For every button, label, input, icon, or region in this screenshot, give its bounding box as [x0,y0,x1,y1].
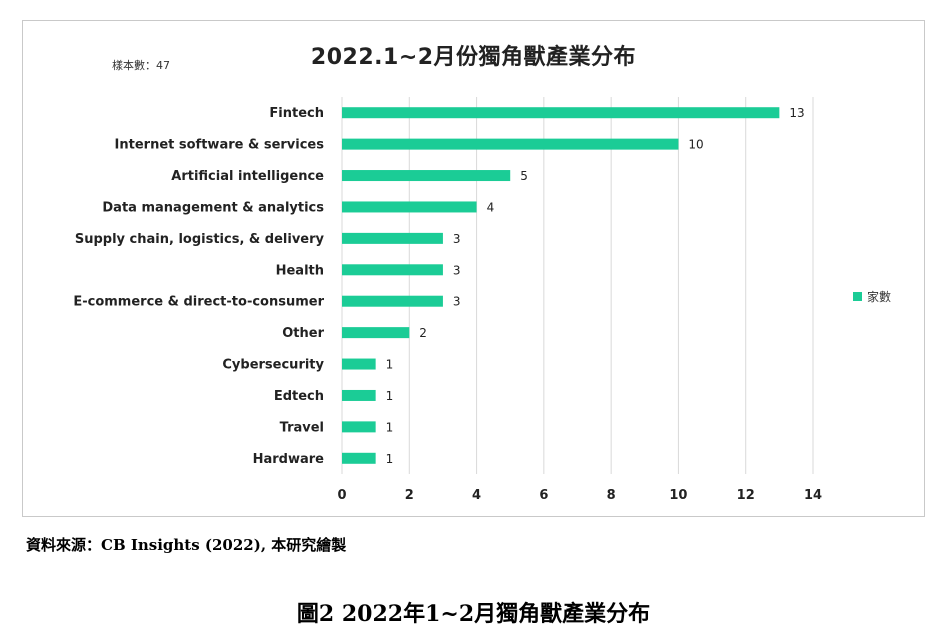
legend-swatch [853,292,862,301]
bar-2 [342,170,511,182]
value-label-10: 1 [386,420,394,434]
bar-1 [342,138,679,150]
category-label-7: Other [282,326,324,341]
category-label-11: Hardware [253,452,325,467]
x-tick-label-3: 6 [539,488,548,503]
value-label-7: 2 [419,326,427,340]
bar-5 [342,264,443,276]
bar-0 [342,107,780,119]
bar-8 [342,358,376,370]
legend: 家數 [853,288,891,305]
x-tick-label-1: 2 [405,488,414,503]
value-label-2: 5 [520,169,528,183]
category-label-3: Data management & analytics [102,200,324,215]
value-label-1: 10 [688,138,703,152]
bar-6 [342,295,443,307]
sample-size-note: 樣本數：47 [112,59,170,72]
x-tick-label-2: 4 [472,488,481,503]
category-label-1: Internet software & services [115,138,325,153]
category-label-6: E-commerce & direct-to-consumer [73,295,324,310]
chart-frame [22,20,925,517]
x-tick-label-4: 8 [607,488,616,503]
x-tick-label-7: 14 [804,488,822,503]
bar-11 [342,452,376,464]
value-label-3: 4 [487,200,495,214]
bar-4 [342,232,443,244]
bar-7 [342,327,410,339]
category-label-9: Edtech [274,389,324,404]
category-label-4: Supply chain, logistics, & delivery [75,232,325,247]
bar-10 [342,421,376,433]
chart-title: 2022.1~2月份獨角獸產業分布 [310,45,637,70]
value-label-4: 3 [453,232,461,246]
value-label-5: 3 [453,263,461,277]
category-label-0: Fintech [269,106,324,121]
x-tick-label-5: 10 [669,488,687,503]
x-tick-label-0: 0 [337,488,346,503]
value-label-11: 1 [386,452,394,466]
source-note: 資料來源：CB Insights (2022), 本研究繪製 [26,536,347,554]
x-tick-label-6: 12 [737,488,755,503]
bar-9 [342,389,376,401]
figure-caption: 圖2 2022年1~2月獨角獸產業分布 [296,601,651,627]
category-label-5: Health [276,263,324,278]
value-label-8: 1 [386,358,394,372]
bar-3 [342,201,477,213]
legend-label: 家數 [867,290,892,304]
category-label-2: Artificial intelligence [171,169,324,184]
value-label-6: 3 [453,295,461,309]
category-label-8: Cybersecurity [222,358,324,373]
value-label-9: 1 [386,389,394,403]
category-label-10: Travel [280,420,324,435]
value-label-0: 13 [789,106,804,120]
